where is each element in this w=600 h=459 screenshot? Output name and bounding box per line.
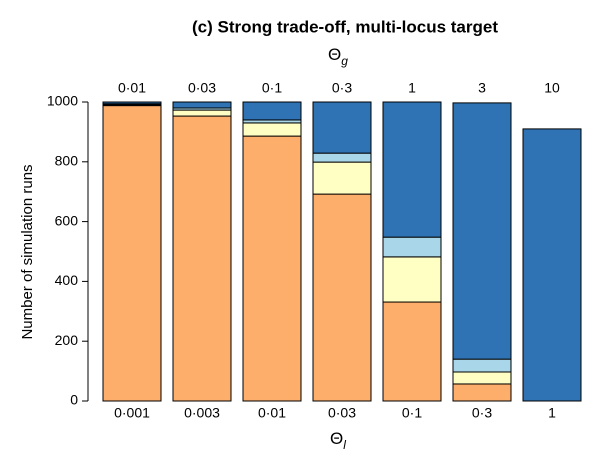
x-tick-label: 1 xyxy=(548,405,556,421)
y-tick-label: 800 xyxy=(55,153,79,169)
symbol: Θ xyxy=(330,429,343,448)
top-tick-label: 0·3 xyxy=(332,80,352,96)
x-tick-label: 0·01 xyxy=(258,405,286,421)
bar-segment xyxy=(452,102,512,360)
bar-segment xyxy=(172,109,232,117)
bar-segment xyxy=(452,358,512,373)
bar-segment xyxy=(452,371,512,385)
bar-segment xyxy=(172,115,232,402)
bar-segment xyxy=(242,122,302,137)
y-tick-label: 400 xyxy=(55,272,79,288)
x-tick-label: 0·03 xyxy=(328,405,356,421)
bar-segment xyxy=(382,236,442,258)
bar-segment xyxy=(172,101,232,109)
bar-segment xyxy=(312,152,372,163)
top-tick-label: 0·03 xyxy=(188,80,216,96)
bar-segment xyxy=(522,128,582,402)
bar-segment xyxy=(312,193,372,402)
bar-segment xyxy=(382,256,442,303)
top-tick-label: 10 xyxy=(544,80,560,96)
top-tick-label: 1 xyxy=(408,80,416,96)
top-tick-label: 0·1 xyxy=(262,80,282,96)
x-tick-label: 0·001 xyxy=(114,405,150,421)
y-tick-label: 1000 xyxy=(47,93,78,109)
bar-segment xyxy=(312,101,372,154)
x-tick-label: 0·3 xyxy=(472,405,492,421)
subscript: g xyxy=(341,54,348,68)
top-axis-title: Θg xyxy=(328,45,348,68)
symbol: Θ xyxy=(328,45,341,64)
top-tick-label: 3 xyxy=(478,80,486,96)
bar-segment xyxy=(382,101,442,238)
x-tick-label: 0·003 xyxy=(184,405,220,421)
bar-segment xyxy=(102,101,162,105)
y-tick-label: 200 xyxy=(55,332,79,348)
chart-title: (c) Strong trade-off, multi-locus target xyxy=(192,17,498,36)
bar-segment xyxy=(102,105,162,402)
top-tick-label: 0·01 xyxy=(118,80,146,96)
bar-segment xyxy=(242,135,302,402)
bar-segment xyxy=(312,161,372,195)
bottom-axis-title: Θl xyxy=(330,429,346,452)
bar-segment xyxy=(452,383,512,402)
bar-segment xyxy=(382,301,442,402)
y-tick-label: 600 xyxy=(55,212,79,228)
x-tick-label: 0·1 xyxy=(402,405,422,421)
bar-segment xyxy=(242,101,302,121)
y-tick-label: 0 xyxy=(70,392,78,408)
y-axis-title: Number of simulation runs xyxy=(19,164,36,339)
subscript: l xyxy=(343,438,346,452)
